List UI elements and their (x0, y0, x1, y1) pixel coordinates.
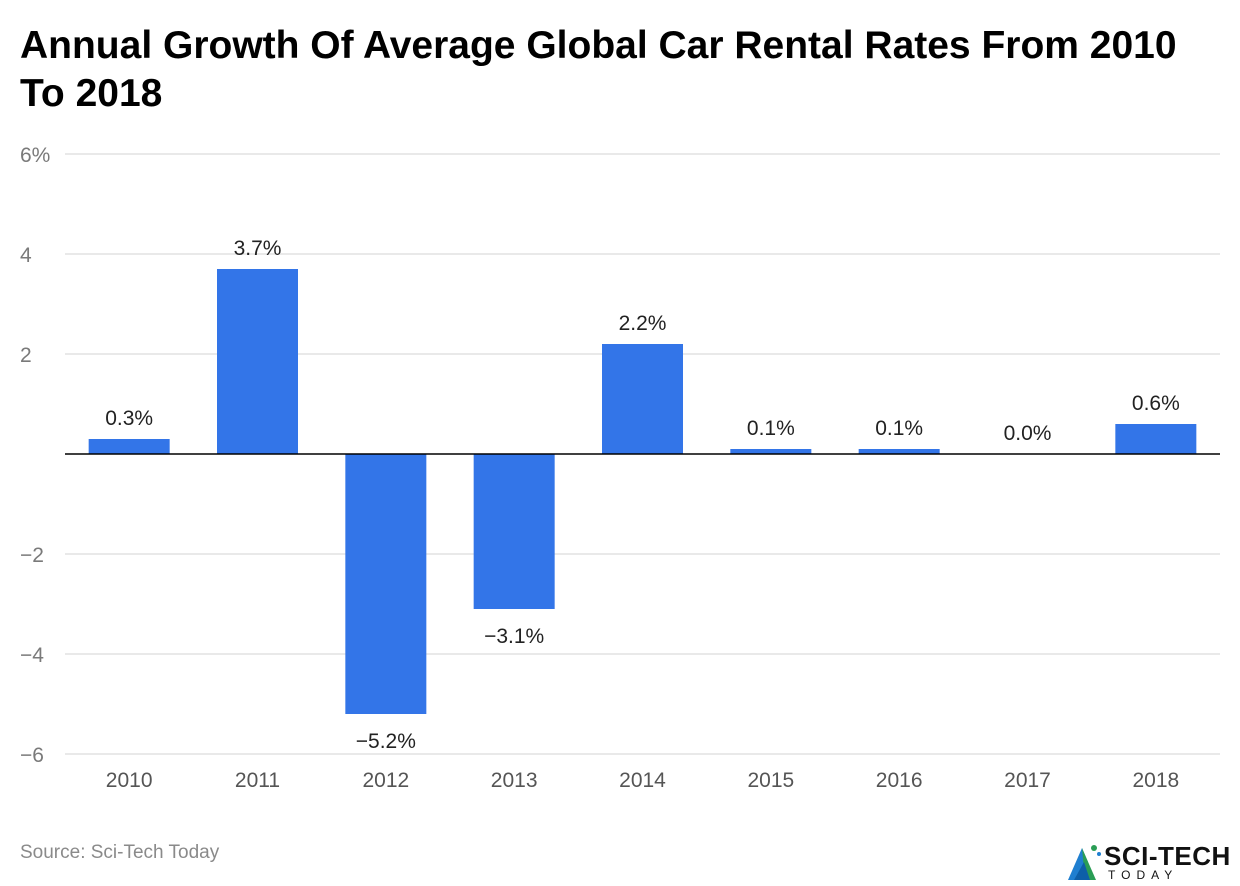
data-label: 0.1% (875, 417, 923, 440)
data-label: 0.1% (747, 417, 795, 440)
x-axis-ticks: 2010 2011 2012 2013 2014 2015 2016 2017 2018 (106, 769, 1179, 792)
data-label: −5.2% (356, 730, 416, 753)
y-tick-label: 4 (20, 244, 32, 267)
x-tick-label: 2014 (619, 769, 666, 792)
y-tick-label: −2 (20, 544, 44, 567)
y-axis-ticks: 6% 4 2 −2 −4 −6 (20, 144, 50, 767)
x-tick-label: 2015 (747, 769, 794, 792)
x-tick-label: 2018 (1132, 769, 1179, 792)
bar-2013 (473, 454, 555, 609)
x-tick-label: 2016 (876, 769, 923, 792)
sci-tech-today-logo: SCI-TECH TODAY (1064, 840, 1240, 884)
bars (88, 269, 1197, 714)
bar-2010 (88, 439, 170, 454)
data-label: 0.0% (1004, 422, 1052, 445)
chart-title: Annual Growth Of Average Global Car Rent… (20, 24, 1177, 115)
logo-subtitle: TODAY (1108, 868, 1179, 882)
source-note: Source: Sci-Tech Today (20, 842, 220, 863)
y-tick-label: −6 (20, 744, 44, 767)
bar-2016 (858, 449, 940, 454)
bar-2015 (730, 449, 812, 454)
data-label: −3.1% (484, 625, 544, 648)
y-tick-label: 6% (20, 144, 50, 167)
y-tick-label: 2 (20, 344, 32, 367)
bar-2011 (217, 269, 298, 454)
bar-2014 (602, 344, 683, 454)
x-tick-label: 2013 (491, 769, 538, 792)
bar-2018 (1115, 424, 1197, 454)
data-labels: 0.3% 3.7% −5.2% −3.1% 2.2% 0.1% 0.1% 0.0% 0.6% (105, 237, 1180, 753)
x-tick-label: 2010 (106, 769, 153, 792)
x-tick-label: 2017 (1004, 769, 1051, 792)
y-tick-label: −4 (20, 644, 44, 667)
logo-name: SCI-TECH (1104, 841, 1231, 871)
data-label: 2.2% (619, 312, 667, 335)
data-label: 0.3% (105, 407, 153, 430)
sci-tech-today-logo-icon (1068, 845, 1101, 880)
bar-2012 (345, 454, 427, 714)
data-label: 0.6% (1132, 392, 1180, 415)
data-label: 3.7% (234, 237, 282, 260)
bar-chart: 6% 4 2 −2 −4 −6 0.3% 3.7% −5.2% −3.1% 2.2% 0.1% 0.1… (20, 144, 1220, 792)
x-tick-label: 2012 (362, 769, 409, 792)
x-tick-label: 2011 (235, 769, 280, 792)
